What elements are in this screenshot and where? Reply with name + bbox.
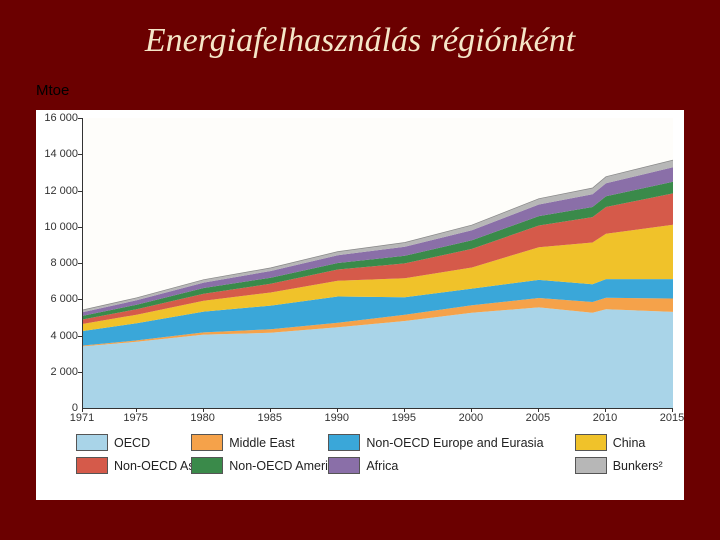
x-tick-label: 1980 xyxy=(190,412,214,424)
legend-row: Non-OECD Asia¹ Non-OECD Americas Africa Bun… xyxy=(76,457,674,474)
swatch-icon xyxy=(191,434,223,451)
y-tick-label: 4 000 xyxy=(36,330,78,342)
legend-item-china: China xyxy=(575,434,674,451)
y-axis-label: Mtoe xyxy=(36,82,69,99)
swatch-icon xyxy=(191,457,223,474)
stacked-area-svg xyxy=(83,118,673,408)
legend-label: China xyxy=(613,436,646,450)
legend-item-middle_east: Middle East xyxy=(191,434,320,451)
x-tick-label: 2000 xyxy=(459,412,483,424)
x-tick-label: 2005 xyxy=(526,412,550,424)
swatch-icon xyxy=(575,434,607,451)
slide-root: Energiafelhasználás régiónként Mtoe 02 0… xyxy=(0,0,720,540)
y-tick-label: 6 000 xyxy=(36,293,78,305)
slide-title: Energiafelhasználás régiónként xyxy=(0,0,720,64)
x-tick-label: 1975 xyxy=(123,412,147,424)
swatch-icon xyxy=(76,457,108,474)
legend-label: Middle East xyxy=(229,436,294,450)
legend-item-americas: Non-OECD Americas xyxy=(191,457,320,474)
y-tick-label: 10 000 xyxy=(36,221,78,233)
swatch-icon xyxy=(328,457,360,474)
legend: OECD Middle East Non-OECD Europe and Euras… xyxy=(76,434,674,480)
y-tick-label: 8 000 xyxy=(36,257,78,269)
legend-item-asia_nonoecd: Non-OECD Asia¹ xyxy=(76,457,183,474)
x-tick-label: 2010 xyxy=(593,412,617,424)
swatch-icon xyxy=(328,434,360,451)
x-tick-label: 1995 xyxy=(392,412,416,424)
legend-label: Bunkers² xyxy=(613,459,663,473)
swatch-icon xyxy=(575,457,607,474)
plot-area xyxy=(82,118,673,409)
legend-item-oecd: OECD xyxy=(76,434,183,451)
legend-item-africa: Africa xyxy=(328,457,566,474)
y-tick-label: 2 000 xyxy=(36,366,78,378)
legend-label: OECD xyxy=(114,436,150,450)
x-tick-label: 2015 xyxy=(660,412,684,424)
legend-item-bunkers: Bunkers² xyxy=(575,457,674,474)
x-tick-label: 1971 xyxy=(70,412,94,424)
y-tick-label: 12 000 xyxy=(36,185,78,197)
legend-item-eurasia: Non-OECD Europe and Eurasia xyxy=(328,434,566,451)
legend-label: Africa xyxy=(366,459,398,473)
x-tick-label: 1985 xyxy=(257,412,281,424)
x-tick-label: 1990 xyxy=(325,412,349,424)
swatch-icon xyxy=(76,434,108,451)
y-tick-label: 14 000 xyxy=(36,148,78,160)
chart-container: 02 0004 0006 0008 00010 00012 00014 0001… xyxy=(36,110,684,500)
legend-row: OECD Middle East Non-OECD Europe and Euras… xyxy=(76,434,674,451)
legend-label: Non-OECD Europe and Eurasia xyxy=(366,436,543,450)
y-tick-label: 16 000 xyxy=(36,112,78,124)
